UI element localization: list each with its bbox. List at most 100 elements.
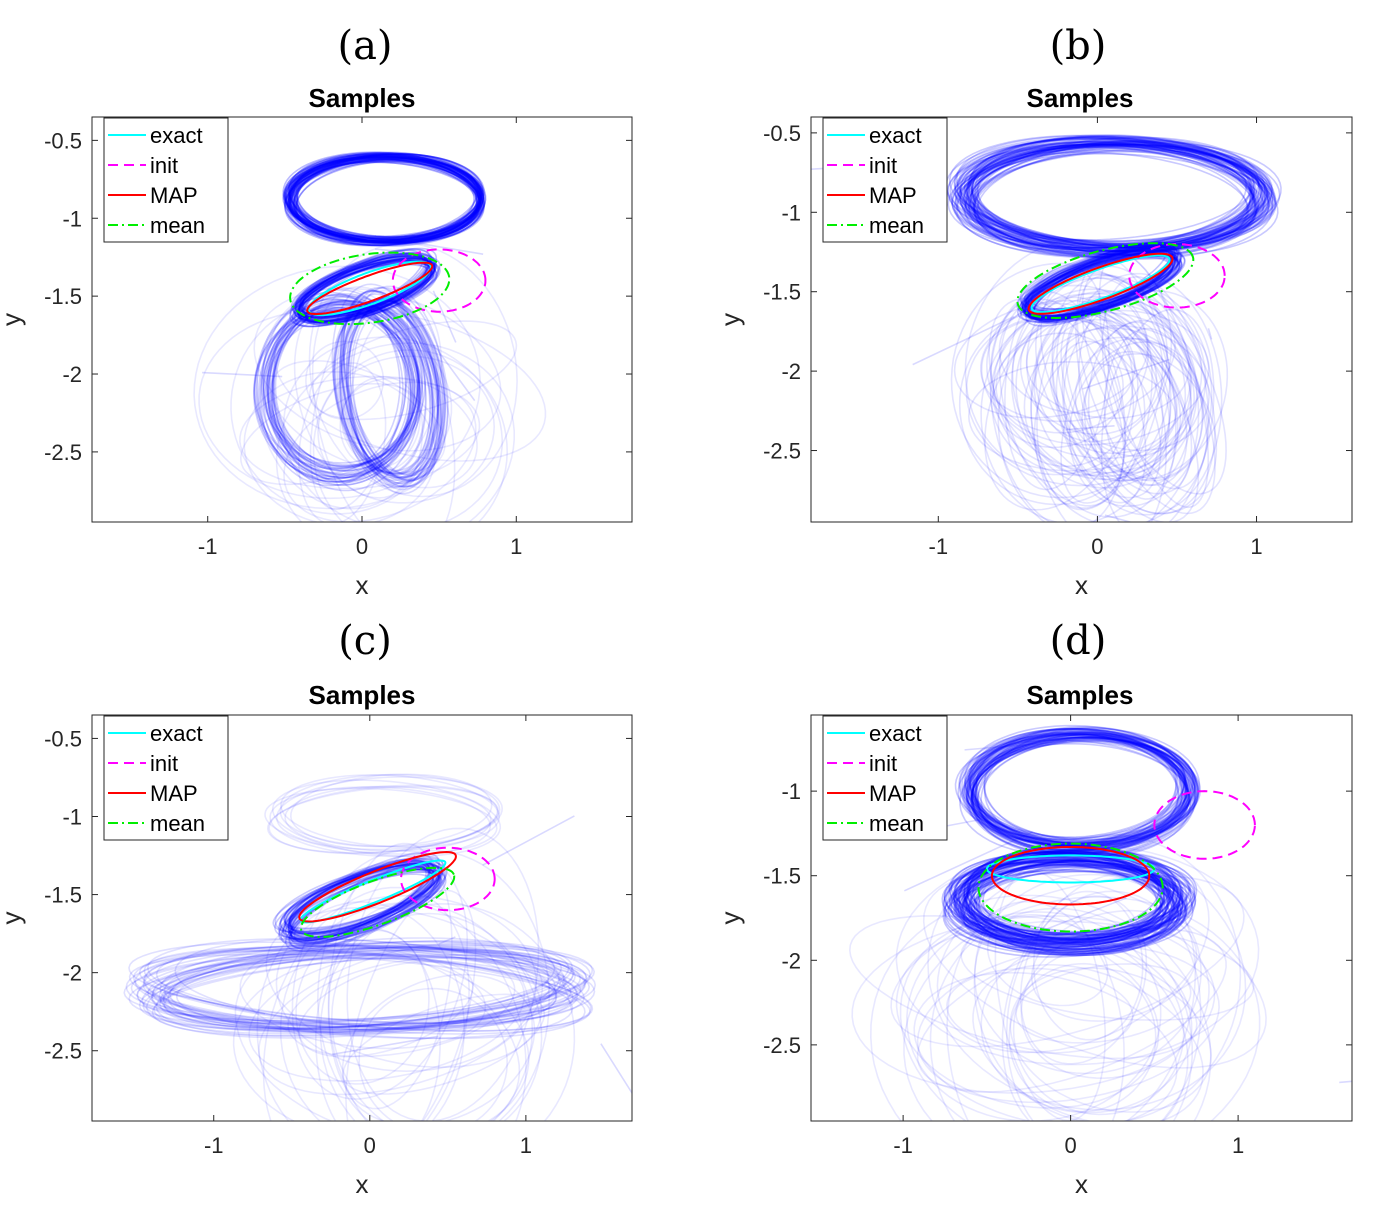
sample-curve xyxy=(1027,248,1171,320)
sample-curve xyxy=(963,143,1268,249)
sample-curve xyxy=(159,943,563,1024)
sample-curve xyxy=(1001,872,1196,1121)
sample-curve xyxy=(347,303,439,491)
sample-curve xyxy=(960,863,1175,956)
legend-box xyxy=(822,715,948,841)
sample-curve xyxy=(317,355,496,504)
sample-curve xyxy=(265,906,543,1069)
sample-curve xyxy=(253,308,416,470)
sample-curve xyxy=(159,944,556,1031)
sample-curve xyxy=(1051,319,1147,504)
sample-curve xyxy=(954,861,1174,945)
sample-curve xyxy=(1101,275,1210,490)
sample-curve xyxy=(956,143,1281,256)
sample-curve xyxy=(293,257,436,323)
sample-curve xyxy=(1034,296,1171,474)
sample-curve xyxy=(151,946,562,1033)
sample-curve xyxy=(142,944,597,1025)
sample-curve xyxy=(300,255,433,319)
sample-curve xyxy=(1027,248,1173,324)
sample-curve xyxy=(162,939,574,1030)
y-tick-label: -2 xyxy=(62,362,82,387)
sample-curve xyxy=(983,729,1187,847)
sample-curve xyxy=(308,320,518,421)
sample-curve xyxy=(976,136,1260,246)
sample-curve xyxy=(963,731,1183,843)
sample-curve xyxy=(332,307,439,484)
sample-curve xyxy=(340,297,440,472)
sample-curve xyxy=(959,152,1265,253)
sample-curve xyxy=(274,866,440,940)
sample-curve xyxy=(973,873,1202,1075)
sample-curve xyxy=(239,944,487,1050)
sample-curve xyxy=(292,155,480,238)
sample-curve xyxy=(293,152,479,244)
sample-curve xyxy=(288,156,485,247)
y-tick-label: -2.5 xyxy=(763,439,801,464)
sample-curve xyxy=(971,736,1179,846)
sample-curve xyxy=(291,252,432,328)
sample-curve xyxy=(1077,285,1213,482)
sample-curve xyxy=(266,785,500,854)
sample-curve xyxy=(296,262,430,322)
sample-curve xyxy=(289,151,482,241)
sample-curve xyxy=(972,737,1192,859)
plot-title: Samples xyxy=(309,680,416,710)
sample-curve xyxy=(1025,249,1179,313)
sample-stroke xyxy=(964,740,1067,751)
series-exact xyxy=(1030,254,1171,314)
sample-curve xyxy=(339,289,436,485)
sample-curve xyxy=(957,859,1165,946)
sample-curve xyxy=(972,137,1256,252)
sample-curve xyxy=(1033,336,1209,522)
sample-curve xyxy=(1023,244,1174,321)
sample-curve xyxy=(279,901,534,1121)
sample-curve xyxy=(968,149,1253,254)
y-tick-label: -0.5 xyxy=(44,128,82,153)
sample-curve xyxy=(995,309,1210,446)
sample-curve xyxy=(289,156,478,245)
x-tick-label: 0 xyxy=(1064,1133,1076,1158)
sample-curve xyxy=(275,894,538,1073)
sample-curve xyxy=(349,300,442,495)
series-init xyxy=(391,248,487,313)
sample-curve xyxy=(942,863,1184,958)
sample-stroke xyxy=(332,1035,439,1056)
sample-curve xyxy=(948,859,1184,947)
sample-curve xyxy=(158,940,570,1025)
sample-curve xyxy=(973,146,1262,256)
sample-curve xyxy=(1024,252,1174,317)
sample-curve xyxy=(976,858,1170,938)
sample-curve xyxy=(994,870,1106,1121)
series-MAP xyxy=(298,850,457,923)
sample-stroke xyxy=(1006,897,1127,946)
sample-stroke xyxy=(162,991,266,1015)
sample-curve xyxy=(943,859,1182,957)
legend-label-exact: exact xyxy=(869,721,922,746)
sample-curve xyxy=(903,896,1261,1121)
sample-curve xyxy=(969,727,1199,851)
sample-curve xyxy=(964,734,1202,841)
legend-label-mean: mean xyxy=(150,811,205,836)
sample-curve xyxy=(958,310,1146,506)
sample-curve xyxy=(289,259,433,324)
sample-curve xyxy=(289,863,444,950)
sample-curve xyxy=(980,317,1178,460)
sample-curve xyxy=(264,313,424,477)
sample-curve xyxy=(281,855,444,943)
sample-curve xyxy=(332,304,434,488)
sample-curve xyxy=(958,135,1275,246)
sample-curve xyxy=(971,737,1188,852)
sample-curve xyxy=(936,851,1210,1054)
y-tick-label: -1 xyxy=(781,200,801,225)
legend: exact init MAP mean xyxy=(822,715,948,841)
sample-curve xyxy=(287,158,481,241)
sample-curve xyxy=(973,857,1186,946)
sample-curve xyxy=(961,730,1186,844)
sample-curve xyxy=(963,148,1273,256)
sample-curve xyxy=(971,728,1196,848)
sample-curve xyxy=(290,157,478,243)
legend-box xyxy=(103,715,229,841)
sample-curve xyxy=(1033,295,1198,482)
